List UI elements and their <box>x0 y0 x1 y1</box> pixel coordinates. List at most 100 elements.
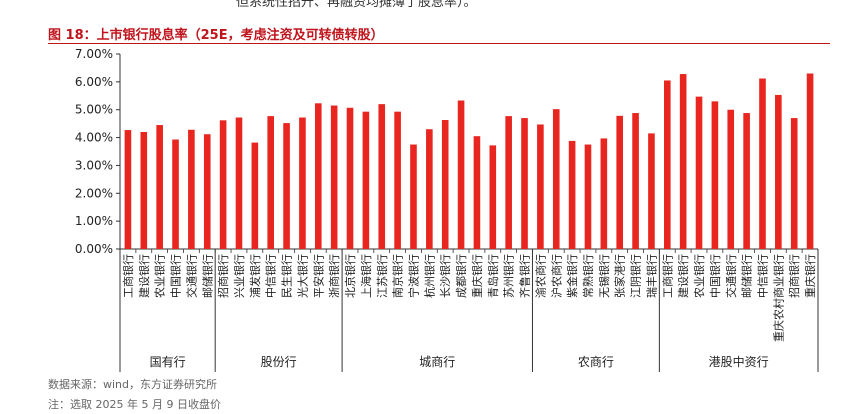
x-tick-label: 交通银行 <box>724 254 738 298</box>
y-tick-label: 5.00% <box>75 103 113 117</box>
bar <box>632 113 639 249</box>
y-tick-label: 3.00% <box>75 158 113 172</box>
source-note: 数据来源：wind，东方证券研究所 <box>48 378 218 391</box>
x-tick-label: 齐鲁银行 <box>518 254 532 298</box>
x-tick-label: 北京银行 <box>343 254 357 298</box>
bar <box>314 103 322 249</box>
bar <box>362 111 370 250</box>
bar <box>299 117 306 249</box>
x-tick-label: 无锡银行 <box>597 254 611 298</box>
y-tick-label: 6.00% <box>75 75 113 89</box>
x-tick-label: 江苏银行 <box>375 254 389 298</box>
bar <box>521 118 528 249</box>
x-tick-label: 中国银行 <box>169 254 183 298</box>
bar <box>727 109 735 249</box>
x-tick-label: 成都银行 <box>454 254 468 298</box>
bar <box>759 78 766 249</box>
bar <box>552 109 560 250</box>
date-note: 注：选取 2025 年 5 月 9 日收盘价 <box>48 398 221 411</box>
bar <box>426 129 433 249</box>
group-label: 农商行 <box>578 354 614 369</box>
bar <box>775 94 782 249</box>
x-tick-label: 重庆农村商业银行 <box>771 254 785 342</box>
group-label: 港股中资行 <box>709 354 769 369</box>
chart-title: 图 18：上市银行股息率（25E，考虑注资及可转债转股） <box>48 28 384 43</box>
bar <box>806 73 814 249</box>
bar <box>568 140 576 249</box>
x-tick-label: 渝农商行 <box>533 254 547 298</box>
bar <box>457 100 465 250</box>
x-tick-label: 光大银行 <box>295 254 309 298</box>
x-tick-label: 重庆银行 <box>803 254 817 298</box>
x-tick-label: 兴业银行 <box>232 254 246 298</box>
bar <box>219 120 227 249</box>
bar <box>505 116 512 249</box>
x-tick-label: 工商银行 <box>660 254 674 298</box>
bar <box>330 105 338 250</box>
bar <box>251 142 259 249</box>
x-tick-label: 上海银行 <box>359 254 373 298</box>
x-tick-label: 宁波银行 <box>406 254 420 298</box>
bar <box>346 107 354 249</box>
x-tick-label: 青岛银行 <box>486 254 500 298</box>
bar <box>743 113 750 249</box>
bar <box>124 130 132 249</box>
bar <box>267 116 275 249</box>
bar <box>140 132 148 249</box>
x-tick-label: 邮储银行 <box>740 254 754 298</box>
x-tick-label: 中信银行 <box>264 254 278 298</box>
bar <box>410 144 417 249</box>
x-tick-label: 建设银行 <box>676 254 690 298</box>
x-tick-label: 平安银行 <box>311 254 325 298</box>
bar <box>711 101 719 249</box>
title-rule <box>48 43 830 44</box>
x-tick-label: 浙商银行 <box>327 254 341 298</box>
bar <box>695 96 703 249</box>
bar <box>188 129 195 249</box>
x-tick-label: 农业银行 <box>692 254 706 298</box>
bar <box>172 139 179 249</box>
bar <box>663 80 671 249</box>
bar <box>283 123 290 249</box>
bar <box>790 118 798 249</box>
x-tick-label: 中国银行 <box>708 254 722 298</box>
x-tick-label: 张家港行 <box>613 254 627 298</box>
group-label: 国有行 <box>150 355 186 369</box>
bar <box>648 133 655 249</box>
bar <box>616 115 624 249</box>
y-tick-label: 0.00% <box>75 242 113 256</box>
x-tick-label: 紫金银行 <box>565 254 579 298</box>
x-tick-label: 邮储银行 <box>200 254 214 298</box>
bar <box>473 136 481 249</box>
x-tick-label: 沪农商行 <box>549 254 563 298</box>
x-tick-label: 杭州银行 <box>422 254 436 298</box>
x-tick-label: 长沙银行 <box>438 254 452 298</box>
y-tick-label: 7.00% <box>75 47 113 61</box>
truncated-top-text: 但系统性招升、再融资均摊薄了股息率）。 <box>236 0 477 10</box>
x-tick-label: 民生银行 <box>280 254 294 298</box>
x-tick-label: 建设银行 <box>137 254 151 298</box>
x-tick-label: 招商银行 <box>216 254 230 298</box>
group-label: 城商行 <box>419 354 455 369</box>
x-tick-label: 浦发银行 <box>248 254 262 298</box>
group-label: 股份行 <box>261 355 297 369</box>
x-tick-label: 苏州银行 <box>502 254 516 298</box>
bar <box>235 117 243 249</box>
x-tick-label: 农业银行 <box>153 254 167 298</box>
x-tick-label: 重庆银行 <box>470 254 484 298</box>
bar <box>203 134 211 249</box>
bar <box>441 120 449 250</box>
bar <box>600 138 608 249</box>
x-tick-label: 招商银行 <box>787 254 801 298</box>
x-tick-label: 瑞丰银行 <box>644 254 658 298</box>
y-tick-label: 2.00% <box>75 186 113 200</box>
bar <box>537 124 544 249</box>
y-tick-label: 1.00% <box>75 214 113 228</box>
x-tick-label: 中信银行 <box>755 254 769 298</box>
x-tick-label: 江阴银行 <box>629 254 643 298</box>
bar <box>489 145 497 249</box>
y-tick-label: 4.00% <box>75 131 113 145</box>
x-tick-label: 南京银行 <box>391 254 405 298</box>
bar <box>156 125 163 249</box>
